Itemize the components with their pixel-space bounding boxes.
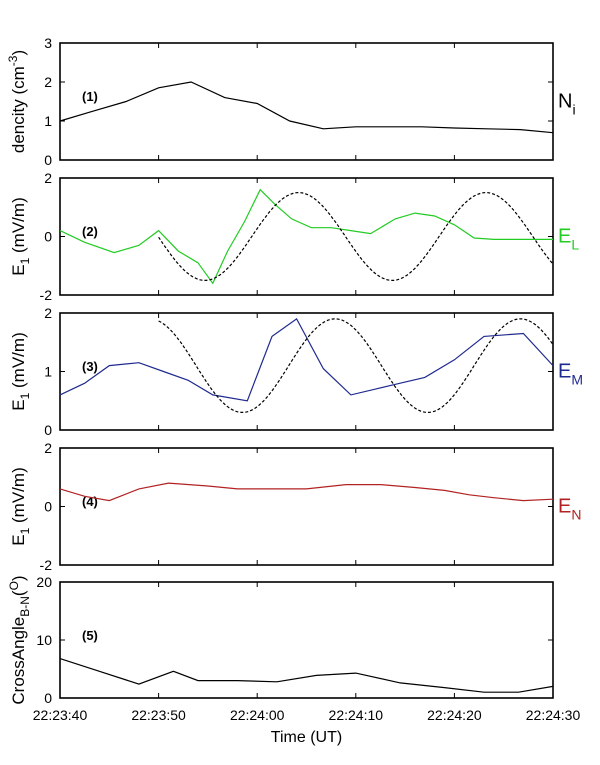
series-label: EL <box>558 226 579 253</box>
series-line <box>59 658 554 693</box>
panel-frame <box>59 312 554 431</box>
series-label: EM <box>558 361 583 388</box>
x-tick-label: 22:24:10 <box>329 707 384 723</box>
x-tick-label: 22:24:00 <box>230 707 285 723</box>
y-tick-label: 1 <box>44 113 52 129</box>
y-tick-label: 0 <box>44 690 52 706</box>
y-tick-label: 2 <box>44 305 52 321</box>
y-tick-label: 0 <box>44 422 52 438</box>
series-label: Ni <box>558 91 576 118</box>
model-wave-line <box>158 191 554 281</box>
x-tick-label: 22:23:50 <box>131 707 186 723</box>
y-tick-label: 2 <box>44 170 52 186</box>
y-tick-label: 3 <box>44 35 52 51</box>
y-axis-label: E1 (mV/m) <box>9 332 32 410</box>
panel-1: 0 1 2 3 dencity (cm-3) (1) Ni <box>6 35 576 168</box>
y-axis-label: dencity (cm-3) <box>6 50 28 153</box>
y-axis-label: E1 (mV/m) <box>9 467 32 545</box>
panel-label: (2) <box>82 224 98 239</box>
y-tick-label: 10 <box>36 632 52 648</box>
y-tick-label: 0 <box>44 499 52 515</box>
y-tick-label: 1 <box>44 364 52 380</box>
panel-2: -2 0 2 E1 (mV/m) (2) EL <box>9 170 579 303</box>
panel-3: 0 1 2 E1 (mV/m) (3) EM <box>9 305 583 438</box>
x-tick-label: 22:24:20 <box>427 707 482 723</box>
series-line <box>59 81 554 134</box>
panel-label: (1) <box>82 89 98 104</box>
model-wave-line <box>158 318 554 413</box>
y-tick-label: 20 <box>36 574 52 590</box>
panel-frame <box>59 177 554 296</box>
y-tick-label: -2 <box>40 557 53 573</box>
series-line <box>59 318 554 402</box>
y-tick-label: -2 <box>40 287 53 303</box>
series-label: EN <box>558 496 581 523</box>
panel-label: (3) <box>82 359 98 374</box>
y-tick-label: 0 <box>44 229 52 245</box>
panel-frame <box>59 447 554 566</box>
x-tick-label: 22:23:40 <box>33 707 88 723</box>
x-axis-label: Time (UT) <box>271 729 342 746</box>
x-tick-label: 22:24:30 <box>526 707 581 723</box>
series-line <box>59 482 554 502</box>
y-axis-label: E1 (mV/m) <box>9 197 32 275</box>
panel-frame <box>59 42 554 161</box>
series-line <box>59 188 553 285</box>
y-tick-label: 2 <box>44 74 52 90</box>
y-axis-label: CrossAngleB-N(O) <box>7 575 32 704</box>
panel-frame <box>59 581 554 699</box>
panel-label: (5) <box>82 628 98 643</box>
y-tick-label: 2 <box>44 440 52 456</box>
y-tick-label: 0 <box>44 152 52 168</box>
